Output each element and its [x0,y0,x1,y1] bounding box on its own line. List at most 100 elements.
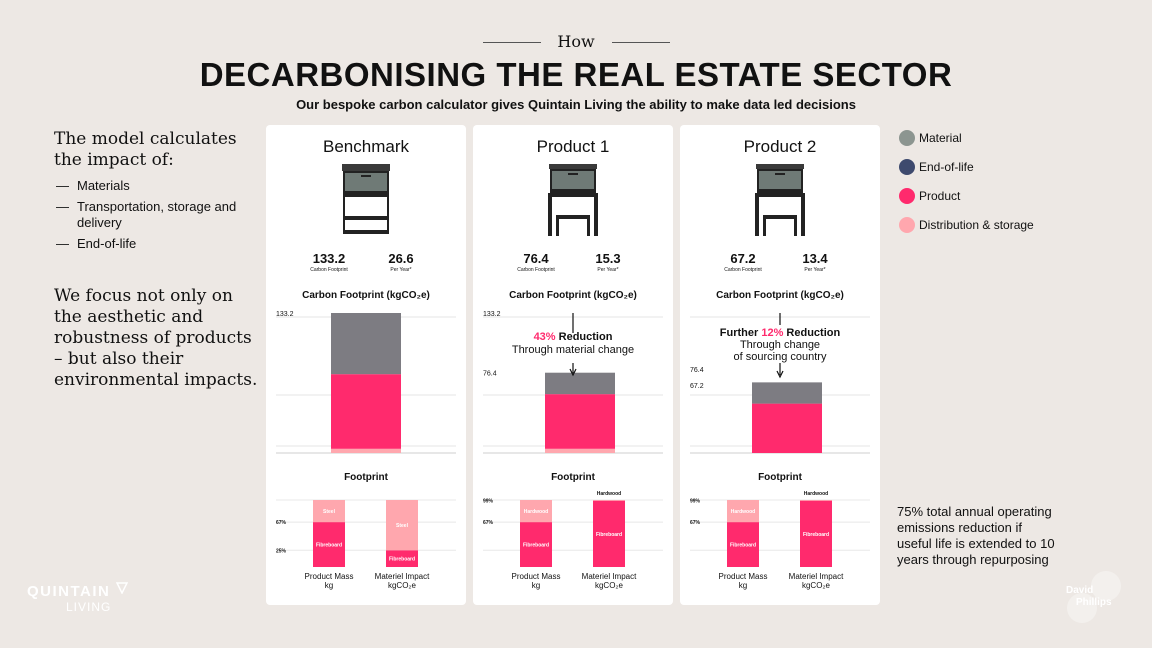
carbon-footprint-title: Carbon Footprint (kgCO₂e) [716,290,844,301]
bar-segment [331,448,401,453]
tick-label: 76.4 [483,371,497,378]
bedside-table-frame-icon [548,164,598,236]
annotation-line-2: Through material change [512,344,634,356]
footprint-label: Carbon Footprint [310,267,348,273]
footprint-category-label: Product Mass kg [703,572,783,590]
per-year-value: 13.4 [802,251,828,266]
card-product-2: Product 2 67.2 Carbon Footprint 13.4 Per Yea… [680,125,880,605]
footprint-category-label: Materiel Impact kgCO₂e [776,572,856,590]
segment-label: Steel [396,523,409,529]
how-label: How [557,32,595,51]
footprint-stat: 67.2 Carbon Footprint [708,251,778,273]
annotation-pct: 12% [761,327,783,339]
tick-label: 99% [483,499,494,505]
card-title: Benchmark [323,137,409,156]
card-benchmark: Benchmark 133.2 Carbon Footprint 26.6 Per Ye… [266,125,466,605]
segment-label: Fibreboard [596,532,622,538]
per-year-label: Per Year* [804,267,826,273]
footprint-segment [593,500,625,567]
segment-label: Hardwood [524,509,548,515]
annotation-line-3: of sourcing country [734,351,827,363]
footprint-segment [313,522,345,567]
legend-item-distribution-storage: Distribution & storage [899,217,1034,233]
annotation-title: Further 12% Reduction [720,327,841,339]
segment-label: Fibreboard [730,543,756,549]
quintain-logo: QUINTAIN [27,583,111,600]
legend-label: Distribution & storage [919,218,1034,232]
footprint-segment [313,500,345,523]
footprint-chart-product-1: Fibreboard Hardwood Fibreboard Hardwood 99% 6… [483,491,663,567]
segment-label: Steel [323,509,336,515]
carbon-footprint-title: Carbon Footprint (kgCO₂e) [509,290,637,301]
annotation-word: Reduction [783,327,840,339]
bar-segment [331,313,401,375]
bar-segment [331,374,401,449]
footprint-segment [800,500,832,567]
category-name: Product Mass [718,572,768,581]
arrow-down-icon [776,370,784,379]
category-unit: kgCO₂e [594,581,623,590]
intro-text: The model calculates the impact of: [54,129,237,170]
segment-label: Hardwood [731,509,755,515]
legend-item-material: Material [899,130,962,146]
page-title: DECARBONISING THE REAL ESTATE SECTOR [199,56,953,93]
legend-swatch [899,188,915,204]
footprint-label: Carbon Footprint [517,267,555,273]
bar-segment [545,448,615,453]
category-name: Product Mass [304,572,354,581]
per-year-value: 26.6 [388,251,414,266]
per-year-label: Per Year* [390,267,412,273]
tick-label: 76.4 [690,367,704,374]
legend-swatch [899,217,915,233]
per-year-value: 15.3 [595,251,621,266]
footprint-segment [386,550,418,567]
logo-phillips-text: Phillips [1076,597,1112,608]
david-phillips-circle-icon [1067,593,1097,623]
annotation-line-2: Through change [740,339,820,351]
arrow-down-icon [569,368,577,377]
category-name: Materiel Impact [581,572,637,581]
carbon-footprint-title: Carbon Footprint (kgCO₂e) [302,290,430,301]
category-unit: kg [738,581,748,590]
per-year-stat: 26.6 Per Year* [366,251,436,273]
bedside-table-frame-icon [755,164,805,236]
per-year-stat: 13.4 Per Year* [780,251,850,273]
category-name: Product Mass [511,572,561,581]
per-year-stat: 15.3 Per Year* [573,251,643,273]
legend-label: Product [919,189,961,203]
category-unit: kg [531,581,541,590]
footprint-value: 67.2 [730,251,756,266]
footprint-title: Footprint [551,472,595,483]
card-title: Product 1 [536,137,610,156]
annotation-word: Reduction [556,331,613,343]
quintain-triangle-icon [116,582,128,594]
legend-swatch [899,130,915,146]
segment-label: Hardwood [804,491,828,497]
footprint-stat: 76.4 Carbon Footprint [501,251,571,273]
focus-text: We focus not only on the aesthetic and r… [54,286,258,390]
footprint-category-label: Materiel Impact kgCO₂e [569,572,649,590]
tick-label: 99% [690,499,701,505]
footprint-segment [800,500,832,501]
footprint-segment [727,500,759,523]
footprint-label: Carbon Footprint [724,267,762,273]
tick-label: 67% [483,520,494,526]
annotation-pct: 43% [534,331,556,343]
footprint-segment [520,522,552,567]
card-title: Product 2 [743,137,817,156]
david-phillips-logo: David Phillips [1066,585,1112,609]
bar-segment [752,403,822,453]
impact-list-item: Materials [56,178,256,194]
david-phillips-circle-icon [1091,571,1121,601]
footprint-segment [386,500,418,551]
category-name: Materiel Impact [374,572,430,581]
legend-label: End-of-life [919,160,974,174]
segment-label: Fibreboard [803,532,829,538]
bedside-table-icon [342,164,390,234]
annotation-prefix: Further [720,327,762,339]
footprint-category-label: Materiel Impact kgCO₂e [362,572,442,590]
legend-item-product: Product [899,188,960,204]
footprint-category-label: Product Mass kg [496,572,576,590]
